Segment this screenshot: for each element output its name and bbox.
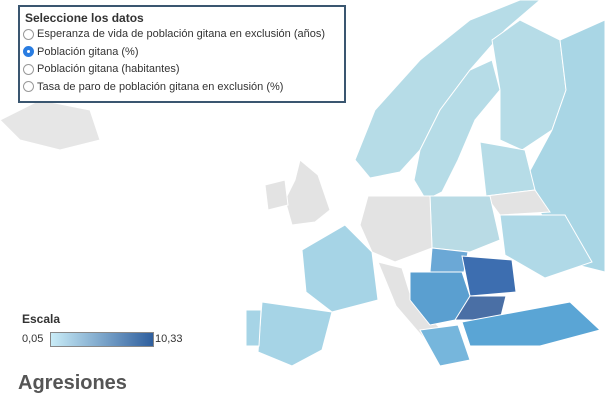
option-label[interactable]: Población gitana (%) [37, 45, 139, 58]
country [359, 195, 433, 263]
option-label[interactable]: Tasa de paro de población gitana en excl… [37, 80, 284, 93]
country [264, 179, 289, 211]
country [409, 271, 471, 326]
radio-option[interactable]: Población gitana (habitantes) [23, 63, 179, 75]
scale-bar [50, 332, 154, 347]
radio-option[interactable]: Esperanza de vida de población gitana en… [23, 28, 325, 40]
country [0, 99, 101, 151]
radio-option[interactable]: Población gitana (%) [23, 46, 139, 58]
scale-min: 0,05 [22, 333, 44, 345]
option-label[interactable]: Esperanza de vida de población gitana en… [37, 28, 326, 40]
data-selector: Seleccione los datos Esperanza de vida d… [18, 5, 346, 103]
country [499, 214, 593, 279]
country [461, 255, 517, 297]
country [419, 324, 471, 367]
country [429, 247, 469, 273]
scale-max: 10,33 [155, 333, 183, 345]
country [479, 141, 536, 197]
country [429, 195, 501, 253]
radio-button[interactable] [23, 28, 34, 40]
radio-button[interactable] [23, 63, 34, 75]
country [354, 0, 541, 179]
radio-button[interactable] [23, 46, 34, 57]
scale-title: Escala [22, 312, 61, 326]
country [257, 301, 333, 367]
radio-button[interactable] [23, 81, 34, 92]
country [245, 309, 262, 347]
country [301, 224, 379, 313]
selector-title: Seleccione los datos [25, 11, 144, 25]
country [413, 59, 501, 201]
section-heading: Agresiones [18, 372, 127, 394]
option-label[interactable]: Población gitana (habitantes) [37, 63, 180, 75]
country [485, 189, 551, 216]
radio-option[interactable]: Tasa de paro de población gitana en excl… [23, 81, 283, 93]
country [284, 159, 331, 226]
country [461, 301, 602, 347]
